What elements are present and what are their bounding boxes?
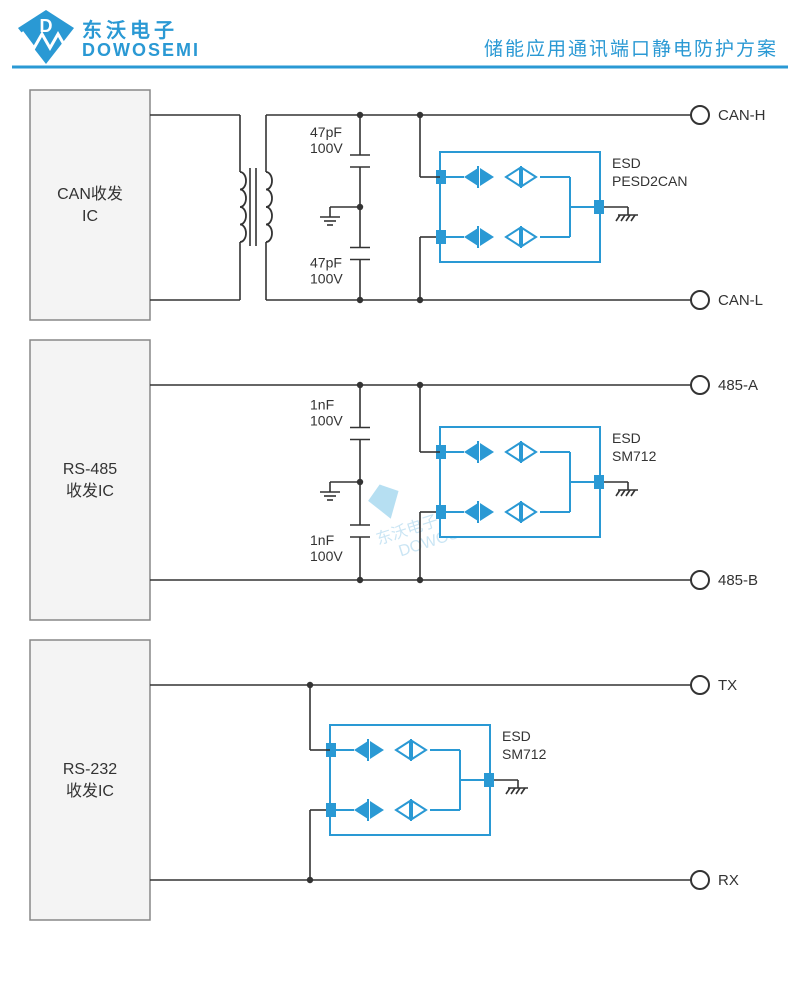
esd-label-1: ESD <box>612 155 641 171</box>
terminal-label: TX <box>718 677 737 694</box>
esd-block <box>436 152 604 262</box>
schematic-diagram: CAN收发ICESDPESD2CAN47pF100V47pF100VCAN-HC… <box>0 0 800 1000</box>
ic-label-1: RS-232 <box>63 761 117 778</box>
terminal-label: RX <box>718 872 739 889</box>
ic-rs485 <box>30 340 150 620</box>
terminal-485-B <box>691 571 709 589</box>
terminal-label: 485-A <box>718 377 758 394</box>
terminal-CAN-L <box>691 291 709 309</box>
cap-top-c: 47pF <box>310 124 342 140</box>
terminal-label: CAN-H <box>718 107 766 124</box>
ic-label-2: 收发IC <box>66 482 114 500</box>
ic-can <box>30 90 150 320</box>
esd-label-1: ESD <box>502 728 531 744</box>
esd-block <box>326 725 494 835</box>
terminal-CAN-H <box>691 106 709 124</box>
terminal-TX <box>691 676 709 694</box>
esd-label-2: SM712 <box>502 746 547 762</box>
terminal-485-A <box>691 376 709 394</box>
esd-block <box>436 427 604 537</box>
terminal-RX <box>691 871 709 889</box>
esd-label-1: ESD <box>612 430 641 446</box>
terminal-label: 485-B <box>718 572 758 589</box>
ic-label-2: 收发IC <box>66 782 114 800</box>
cap-top-c: 1nF <box>310 397 334 413</box>
ic-label-2: IC <box>82 208 98 225</box>
terminal-label: CAN-L <box>718 292 763 309</box>
esd-label-2: SM712 <box>612 448 657 464</box>
cap-bot-v: 100V <box>310 271 343 287</box>
cap-bot-c: 47pF <box>310 255 342 271</box>
cap-bot-v: 100V <box>310 548 343 564</box>
cap-bot-c: 1nF <box>310 532 334 548</box>
cap-top-v: 100V <box>310 413 343 429</box>
ic-rs232 <box>30 640 150 920</box>
cap-top-v: 100V <box>310 140 343 156</box>
ic-label-1: RS-485 <box>63 461 117 478</box>
ic-label-1: CAN收发 <box>57 185 123 203</box>
esd-label-2: PESD2CAN <box>612 173 687 189</box>
